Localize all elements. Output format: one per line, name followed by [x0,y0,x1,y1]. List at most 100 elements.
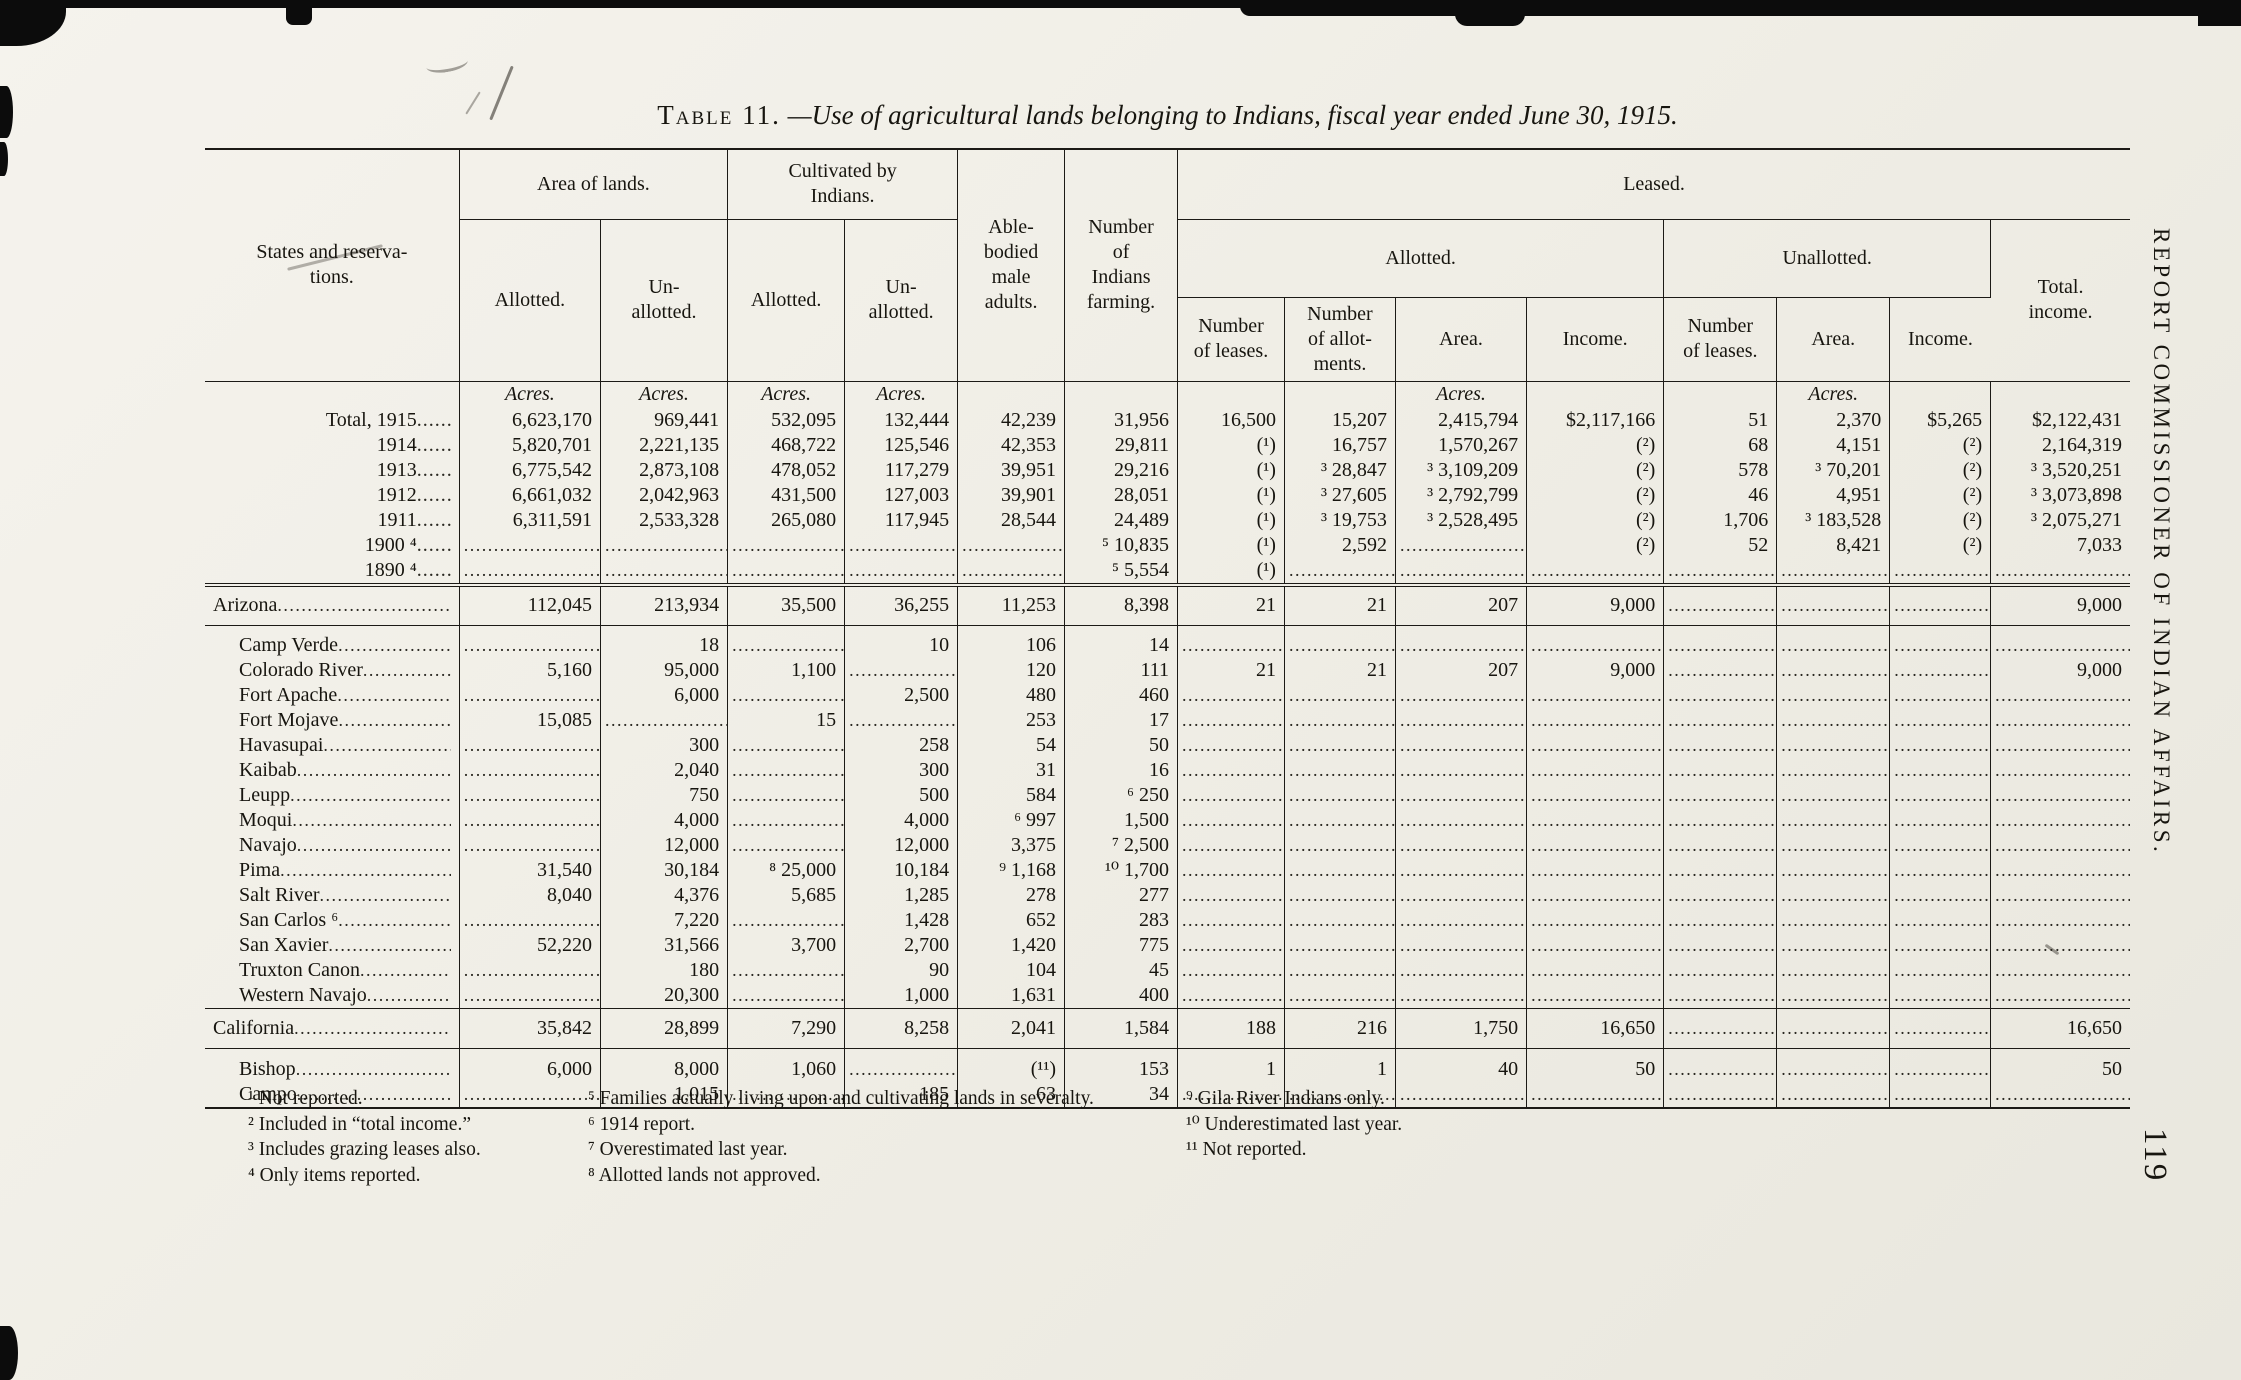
footnote: ¹⁰ Underestimated last year. [1186,1113,1403,1135]
col-header-income-leased-allotted: Income. [1526,297,1665,382]
data-cell: 63 [957,1081,1066,1108]
data-cell: Acres. [727,381,846,408]
data-cell: 132,444 [844,408,959,433]
data-cell [1776,1081,1891,1108]
dot-leader [338,634,451,657]
data-cell [1889,683,1992,708]
data-cell: 9,000 [1526,583,1665,626]
data-cell [1889,625,1992,658]
data-cell: 50 [2102,1057,2122,1080]
data-cell [1776,883,1891,908]
data-cell [1663,381,1778,408]
data-cell [1889,858,1992,883]
table-body: Acres. Acres. Acres. Acres. Acres. Acres. Tota… [205,381,2130,1108]
data-cell: ³ 183,528 [1776,508,1891,533]
data-cell [1177,933,1285,958]
data-cell [1663,558,1778,585]
scan-artifact [0,1326,18,1380]
data-cell: 4,951 [1776,483,1891,508]
scan-artifact [1455,0,1525,26]
data-cell [1663,833,1778,858]
data-cell [1395,733,1528,758]
data-cell: 21 [1284,658,1396,683]
data-cell: 17 [1064,708,1179,733]
data-cell [459,558,601,585]
data-cell: 16,650 [1526,1008,1665,1049]
data-cell [1991,1082,2130,1108]
row-label: Total, 1915 [205,408,460,433]
data-cell: ⁷ 2,500 [1064,833,1179,858]
table-row: California35,84228,8997,2908,2582,0411,5… [205,1008,2130,1049]
data-cell: 52 [1663,533,1778,558]
data-cell: ⁸ 25,000 [727,858,846,883]
data-cell: Acres. [1395,381,1528,408]
scan-artifact [1240,0,2241,16]
data-cell [1663,708,1778,733]
data-cell [1526,883,1665,908]
data-cell: (²) [1526,458,1665,483]
data-cell: 4,000 [844,808,959,833]
dot-leader [338,709,450,732]
data-cell [1991,933,2130,958]
data-cell: 8,258 [844,1008,959,1049]
dot-leader [296,1058,451,1081]
data-cell: 4,151 [1776,433,1891,458]
data-cell: ³ 28,847 [1284,458,1396,483]
data-cell [957,558,1066,585]
col-header-able-bodied: Able- bodied male adults. [957,149,1066,382]
data-cell [1776,908,1891,933]
data-cell [1284,1081,1396,1108]
data-cell: (²) [1889,458,1992,483]
data-cell [1526,983,1665,1009]
dot-leader [280,859,451,882]
data-cell: (²) [1889,433,1992,458]
data-cell: 400 [1064,983,1179,1009]
data-cell [1776,1008,1891,1049]
data-cell: 9,000 [1526,658,1665,683]
table-row: 19126,661,0322,042,963431,500127,00339,9… [205,483,2130,508]
data-cell [1663,625,1778,658]
data-cell [1889,658,1992,683]
data-cell: 8,040 [459,883,601,908]
table-row: Arizona112,045213,93435,50036,25511,2538… [205,583,2130,626]
data-cell [1991,833,2130,858]
table-row: 1900 ⁴⁵ 10,835(¹)2,592(²)528,421(²)7,033 [205,533,2130,558]
data-cell [1776,583,1891,626]
data-cell [1395,783,1528,808]
data-cell: ³ 27,605 [1284,483,1396,508]
table-title-text: —Use of agricultural lands belonging to … [787,100,1678,130]
data-cell [1284,733,1396,758]
data-cell [1776,833,1891,858]
data-cell: 265,080 [727,508,846,533]
data-cell [1526,708,1665,733]
data-cell [1991,758,2130,783]
data-cell: 1,420 [957,933,1066,958]
data-cell [1177,625,1285,658]
data-cell: 1,631 [957,983,1066,1009]
data-cell [727,758,846,783]
data-cell [1395,625,1528,658]
data-cell: 7,033 [2077,534,2122,556]
data-cell: ³ 2,792,799 [1395,483,1528,508]
data-cell: (²) [1889,483,1992,508]
data-cell: 652 [957,908,1066,933]
col-header-area-of-lands: Area of lands. [459,149,729,220]
data-cell [459,783,601,808]
table-row: Total, 19156,623,170969,441532,095132,44… [205,408,2130,433]
data-cell: 4,000 [600,808,729,833]
data-cell [1889,833,1992,858]
data-cell: 1 [1177,1048,1285,1082]
data-cell [1177,1081,1285,1108]
data-cell: (¹) [1177,458,1285,483]
data-cell: 1 [1284,1048,1396,1082]
data-cell [1991,858,2130,883]
footnote: ¹ Not reported. [248,1088,363,1109]
data-cell [459,758,601,783]
data-cell: 185 [844,1081,959,1108]
data-cell [1526,808,1665,833]
row-label: Arizona [205,583,460,626]
